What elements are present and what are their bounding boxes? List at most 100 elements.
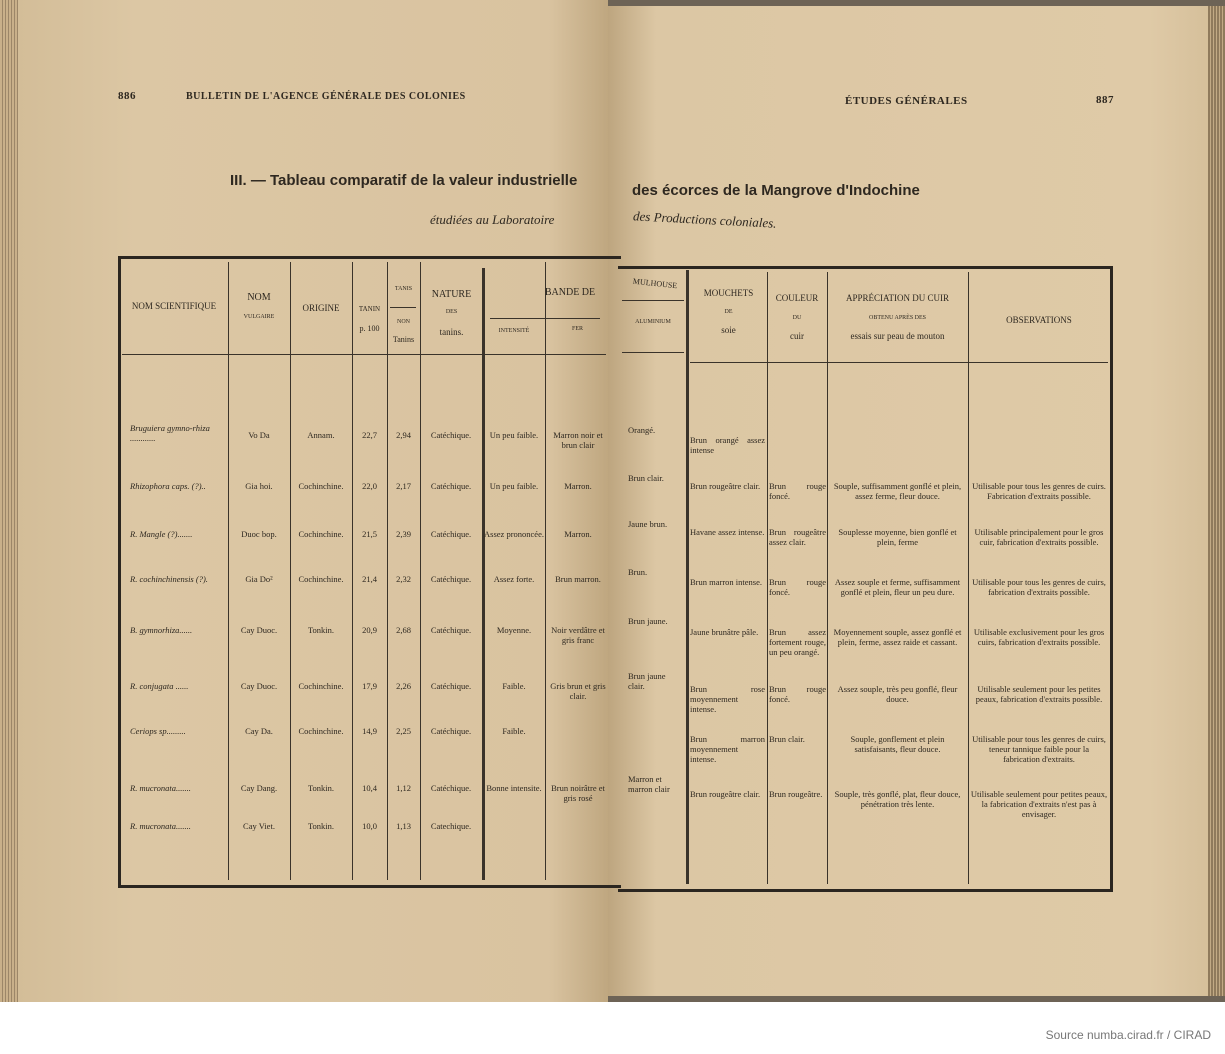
cell-mouchets-soie: Brun marron moyennement intense. — [690, 734, 765, 764]
cell-origine: Tonkin. — [307, 625, 335, 635]
cell-fer: Marron noir et brun clair — [553, 430, 603, 450]
header-aluminium: ALUMINIUM — [635, 319, 671, 325]
cell-fer: Noir verdâtre et gris franc — [551, 625, 605, 645]
header-couleur: COULEUR — [775, 293, 819, 303]
cell-mouchets-soie: Jaune brunâtre pâle. — [690, 627, 759, 637]
page-edges — [0, 0, 22, 1002]
cell-intensite: Assez forte. — [493, 574, 535, 584]
cell-nom-scientifique: R. mucronata....... — [130, 821, 191, 831]
cell-intensite: Un peu faible. — [489, 481, 539, 491]
cell-tanin: 21,4 — [362, 574, 377, 584]
cell-appreciation: Moyennement souple, assez gonflé et plei… — [833, 627, 962, 647]
cell-couleur-cuir: Brun assez fortement rouge, un peu orang… — [769, 627, 826, 657]
cell-nom-vulgaire: Vo Da — [248, 430, 270, 440]
cell-tanin: 10,4 — [362, 783, 377, 793]
cell-appreciation: Souple, suffisamment gonflé et plein, as… — [833, 481, 962, 501]
cell-tanin: 14,9 — [362, 726, 377, 736]
header-tanin: TANIN — [358, 305, 381, 313]
cell-origine: Annam. — [307, 430, 335, 440]
cell-mulhouse: Brun jaune. — [628, 616, 668, 626]
cell-mulhouse: Jaune brun. — [628, 519, 668, 529]
cell-nature: Catechique. — [430, 821, 472, 831]
cell-nom-scientifique: B. gymnorhiza...... — [130, 625, 193, 635]
cell-observations: Utilisable principalement pour le gros c… — [974, 527, 1104, 547]
cell-appreciation: Souple, très gonflé, plat, fleur douce, … — [834, 789, 961, 809]
cell-intensite: Bonne intensite. — [486, 783, 542, 793]
cell-observations: Utilisable pour tous les genres de cuirs… — [972, 577, 1106, 597]
header-mouchets: MOUCHETS — [703, 288, 754, 298]
right-page — [608, 6, 1210, 996]
cell-nom-scientifique: Rhizophora caps. (?).. — [130, 481, 206, 491]
header-fer: FER — [571, 326, 583, 332]
cell-nature: Catéchique. — [430, 726, 472, 736]
header-des: DES — [445, 309, 458, 315]
column-rule — [767, 272, 768, 884]
header-cuir: cuir — [790, 331, 804, 341]
table-title-right: des écorces de la Mangrove d'Indochine — [632, 182, 920, 199]
header-nature: NATURE — [431, 289, 472, 300]
cell-appreciation: Assez souple et ferme, suffisamment gonf… — [834, 577, 961, 597]
cell-tanin: 17,9 — [362, 681, 377, 691]
cell-nom-vulgaire: Duoc bop. — [241, 529, 277, 539]
cell-mulhouse: Orangé. — [628, 425, 656, 435]
cell-nature: Catéchique. — [430, 481, 472, 491]
column-rule — [387, 262, 388, 880]
page-number-right: 887 — [1096, 94, 1114, 106]
cell-observations: Utilisable seulement pour les petites pe… — [975, 684, 1103, 704]
cell-intensite: Faible. — [502, 681, 526, 691]
header-du: DU — [792, 315, 802, 321]
cell-nature: Catéchique. — [430, 574, 472, 584]
header-soie: soie — [721, 325, 736, 335]
cell-mouchets-soie: Brun marron intense. — [690, 577, 762, 587]
cell-mulhouse: Brun. — [628, 567, 648, 577]
cell-nom-scientifique: R. cochinchinensis (?). — [130, 574, 208, 584]
cell-observations: Utilisable pour tous les genres de cuirs… — [972, 481, 1106, 501]
header-intensite: INTENSITÉ — [498, 328, 530, 334]
header-rule — [490, 318, 600, 319]
cell-couleur-cuir: Brun rougeâtre. — [769, 789, 823, 799]
header-rule — [122, 354, 606, 355]
header-nom: NOM — [247, 292, 271, 303]
cell-nom-vulgaire: Cay Duoc. — [240, 625, 278, 635]
column-rule — [228, 262, 229, 880]
cell-tanin: 22,7 — [362, 430, 377, 440]
cell-mouchets-soie: Brun rougeâtre clair. — [690, 789, 761, 799]
cell-nom-vulgaire: Gia Do² — [245, 574, 273, 584]
cell-intensite: Moyenne. — [496, 625, 532, 635]
left-page — [18, 0, 608, 1002]
cell-couleur-cuir: Brun rouge foncé. — [769, 684, 826, 704]
cell-observations: Utilisable pour tous les genres de cuirs… — [972, 734, 1106, 764]
cell-non-tanins: 2,25 — [396, 726, 411, 736]
table-frame-left — [118, 256, 621, 888]
cell-nom-vulgaire: Gia hoi. — [245, 481, 273, 491]
cell-couleur-cuir: Brun rougeâtre assez clair. — [769, 527, 826, 547]
cell-nom-scientifique: R. mucronata....... — [130, 783, 191, 793]
cell-nom-vulgaire: Cay Dang. — [240, 783, 278, 793]
cell-appreciation: Assez souple, très peu gonflé, fleur dou… — [837, 684, 958, 704]
cell-origine: Cochinchine. — [298, 529, 344, 539]
cell-couleur-cuir: Brun clair. — [769, 734, 805, 744]
header-non-tanins: Tanins — [392, 335, 415, 344]
cell-tanin: 21,5 — [362, 529, 377, 539]
table-title-left: III. — Tableau comparatif de la valeur i… — [230, 172, 578, 189]
cell-tanin: 10,0 — [362, 821, 377, 831]
header-nature-tanins: tanins. — [439, 327, 464, 337]
cell-appreciation: Souple, gonflement et plein satisfaisant… — [850, 734, 945, 754]
header-obtenu: OBTENU APRÈS DES — [868, 315, 926, 321]
cell-mulhouse: Marron et marron clair — [628, 774, 670, 794]
cell-origine: Tonkin. — [307, 821, 335, 831]
cell-couleur-cuir: Brun rouge foncé. — [769, 481, 826, 501]
header-origine: ORIGINE — [302, 303, 340, 313]
cell-intensite: Faible. — [502, 726, 526, 736]
source-credit: Source numba.cirad.fr / CIRAD — [1045, 1028, 1211, 1042]
column-rule — [968, 272, 969, 884]
cell-intensite: Assez prononcée. — [484, 529, 544, 539]
cell-nature: Catéchique. — [430, 625, 472, 635]
cell-tanin: 20,9 — [362, 625, 377, 635]
cell-non-tanins: 2,17 — [396, 481, 411, 491]
cell-origine: Tonkin. — [307, 783, 335, 793]
cell-nom-scientifique: Bruguiera gymno-rhiza ............ — [130, 423, 210, 443]
header-nom-scientifique: NOM SCIENTIFIQUE — [131, 301, 217, 311]
header-tanis: TANIS — [394, 286, 413, 292]
cell-appreciation: Souplesse moyenne, bien gonflé et plein,… — [838, 527, 957, 547]
